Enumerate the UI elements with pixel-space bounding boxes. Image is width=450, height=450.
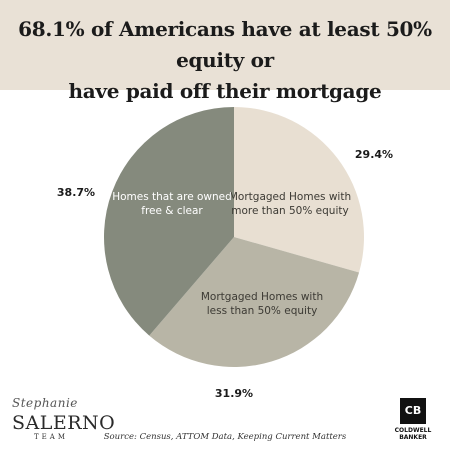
value-label-3: 38.7% bbox=[57, 186, 95, 199]
slice-label-3: Homes that are owned free & clear bbox=[112, 191, 232, 217]
brand-script-text: Stephanie bbox=[12, 396, 78, 410]
slice-label-1: Mortgaged Homes with more than 50% equity bbox=[229, 191, 351, 217]
cb-icon: CB bbox=[400, 398, 426, 424]
title-line-2: have paid off their mortgage bbox=[68, 79, 382, 103]
cb-wordmark: COLDWELL BANKER bbox=[388, 427, 438, 441]
cb-line-1: COLDWELL bbox=[394, 427, 432, 434]
value-label-1: 29.4% bbox=[355, 148, 393, 161]
pie-slice-1 bbox=[234, 107, 364, 273]
pie-slice-3 bbox=[103, 107, 234, 336]
pie-chart: Mortgaged Homes with more than 50% equity… bbox=[57, 107, 393, 400]
slice-label-2: Mortgaged Homes with less than 50% equity bbox=[201, 291, 323, 317]
chart-title: 68.1% of Americans have at least 50% equ… bbox=[0, 14, 450, 107]
brand-name-text: SALERNO bbox=[12, 412, 116, 434]
coldwell-banker-logo: CB COLDWELL BANKER bbox=[388, 398, 438, 442]
header-banner: 68.1% of Americans have at least 50% equ… bbox=[0, 0, 450, 103]
brand-team-text: TEAM bbox=[34, 433, 69, 441]
value-label-2: 31.9% bbox=[215, 387, 253, 400]
pie-slice-2 bbox=[149, 237, 360, 368]
title-line-1: 68.1% of Americans have at least 50% equ… bbox=[18, 17, 432, 72]
cb-line-2: BANKER bbox=[399, 434, 427, 441]
salerno-team-logo: Stephanie SALERNO TEAM bbox=[8, 396, 115, 444]
source-note: Source: Census, ATTOM Data, Keeping Curr… bbox=[103, 432, 347, 442]
